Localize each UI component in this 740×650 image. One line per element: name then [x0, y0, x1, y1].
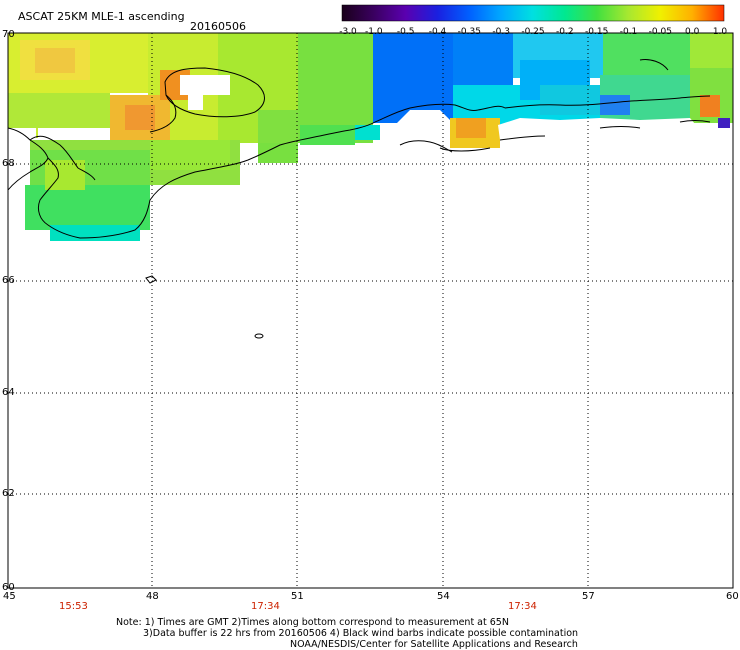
- lat-label: 70: [2, 29, 15, 40]
- colorbar: [341, 4, 725, 22]
- swath-cell: [373, 33, 453, 123]
- swath-cell: [258, 143, 298, 163]
- coastlines: [7, 59, 711, 339]
- lat-label: 64: [2, 387, 15, 398]
- colorbar-tick-label: -0.5: [396, 27, 415, 37]
- swath-cell: [603, 33, 693, 78]
- colorbar-tick-label: -0.1: [619, 27, 638, 37]
- data-swath: [8, 33, 733, 241]
- swath-cell: [700, 95, 720, 117]
- colorbar-tick-label: -0.3: [492, 27, 510, 37]
- colorbar-tick-label: -0.4: [428, 27, 447, 37]
- swath-cell: [355, 125, 380, 140]
- note-line-1: Note: 1) Times are GMT 2)Times along bot…: [116, 617, 509, 628]
- swath-cell: [50, 225, 140, 241]
- data-gaps: [8, 75, 700, 150]
- swath-cell: [718, 118, 730, 128]
- note-line-2: 3)Data buffer is 22 hrs from 20160506 4)…: [143, 628, 579, 639]
- colorbar-tick-label: -0.2: [556, 27, 574, 37]
- swath-cell: [690, 33, 733, 68]
- time-label: 17:34: [251, 601, 280, 612]
- colorbar-tick-label: 0.0: [684, 27, 700, 37]
- colorbar-tick-label: -1.0: [365, 27, 383, 37]
- swath-cell: [8, 93, 110, 128]
- swath-cell: [45, 160, 85, 190]
- lat-label: 68: [2, 158, 15, 169]
- colorbar-tick-label: -0.25: [521, 27, 545, 37]
- note-line-3: NOAA/NESDIS/Center for Satellite Applica…: [290, 639, 578, 650]
- swath-cell: [540, 85, 600, 115]
- plot-frame: [7, 32, 734, 589]
- swath-cell: [456, 118, 486, 138]
- colorbar-tick-label: -0.05: [648, 27, 672, 37]
- colorbar-tick-label: -3.0: [339, 27, 357, 37]
- graticule: [8, 33, 733, 588]
- lon-label: 54: [437, 591, 450, 602]
- colorbar-tick-label: -0.35: [457, 27, 481, 37]
- lon-label: 48: [146, 591, 159, 602]
- swath-cell: [125, 105, 155, 130]
- swath-cell: [300, 125, 355, 145]
- lon-label: 60: [726, 591, 739, 602]
- lon-label: 45: [3, 591, 16, 602]
- lon-label: 57: [582, 591, 595, 602]
- lat-label: 60: [2, 582, 15, 593]
- colorbar-tick-label: -0.15: [585, 27, 609, 37]
- swath-cell: [25, 185, 150, 230]
- time-label: 17:34: [508, 601, 537, 612]
- swath-cell: [453, 33, 513, 88]
- swath-cell: [298, 33, 373, 143]
- swath-cell: [150, 140, 230, 170]
- swath-cell: [35, 48, 75, 73]
- time-label: 15:53: [59, 601, 88, 612]
- lat-label: 66: [2, 275, 15, 286]
- colorbar-tick-label: 1.0: [712, 27, 728, 37]
- product-title: ASCAT 25KM MLE-1 ascending: [18, 10, 185, 23]
- lon-label: 51: [291, 591, 304, 602]
- colorbar-gradient: [341, 4, 725, 22]
- lat-label: 62: [2, 488, 15, 499]
- product-date: 20160506: [190, 20, 246, 33]
